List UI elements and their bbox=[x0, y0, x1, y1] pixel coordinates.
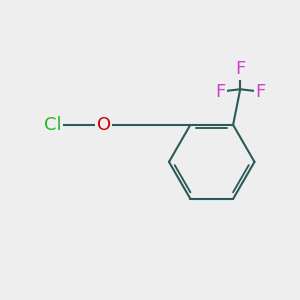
Text: F: F bbox=[255, 82, 265, 100]
Text: F: F bbox=[235, 60, 245, 78]
Text: F: F bbox=[215, 82, 225, 100]
Text: Cl: Cl bbox=[44, 116, 62, 134]
Text: O: O bbox=[97, 116, 111, 134]
